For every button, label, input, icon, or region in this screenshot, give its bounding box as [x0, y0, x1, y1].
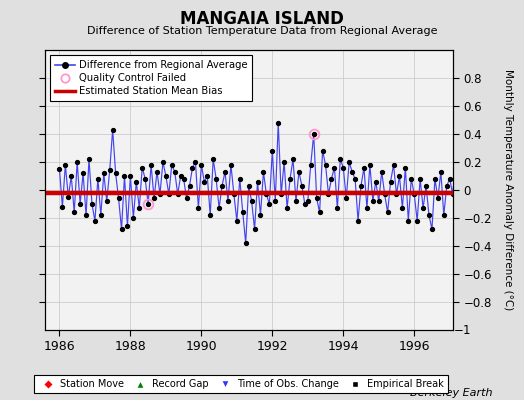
Text: $-$1: $-$1	[453, 324, 472, 336]
Text: Difference of Station Temperature Data from Regional Average: Difference of Station Temperature Data f…	[87, 26, 437, 36]
Legend: Difference from Regional Average, Quality Control Failed, Estimated Station Mean: Difference from Regional Average, Qualit…	[50, 55, 252, 101]
Legend: Station Move, Record Gap, Time of Obs. Change, Empirical Break: Station Move, Record Gap, Time of Obs. C…	[34, 375, 448, 393]
Text: MANGAIA ISLAND: MANGAIA ISLAND	[180, 10, 344, 28]
Y-axis label: Monthly Temperature Anomaly Difference (°C): Monthly Temperature Anomaly Difference (…	[503, 69, 514, 311]
Text: Berkeley Earth: Berkeley Earth	[410, 388, 493, 398]
